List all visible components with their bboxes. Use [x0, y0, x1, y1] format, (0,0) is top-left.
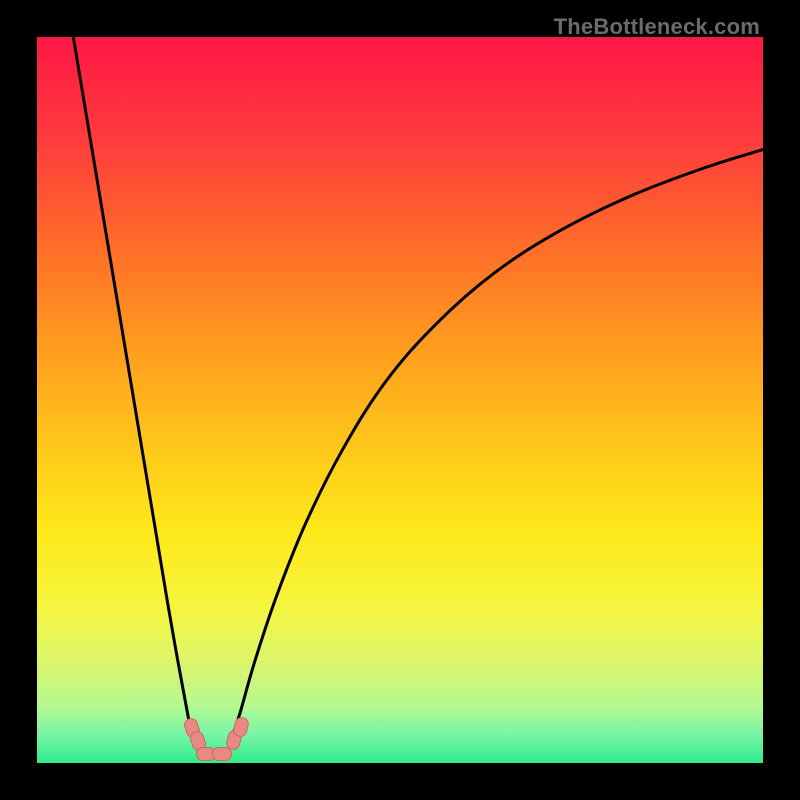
- data-marker: [212, 747, 232, 761]
- plot-area: [37, 37, 763, 763]
- curve-left-descent: [73, 37, 191, 734]
- curve-right-ascent: [233, 150, 763, 734]
- chart-canvas: TheBottleneck.com: [0, 0, 800, 800]
- curve-layer: [37, 37, 763, 763]
- watermark-text: TheBottleneck.com: [554, 14, 760, 40]
